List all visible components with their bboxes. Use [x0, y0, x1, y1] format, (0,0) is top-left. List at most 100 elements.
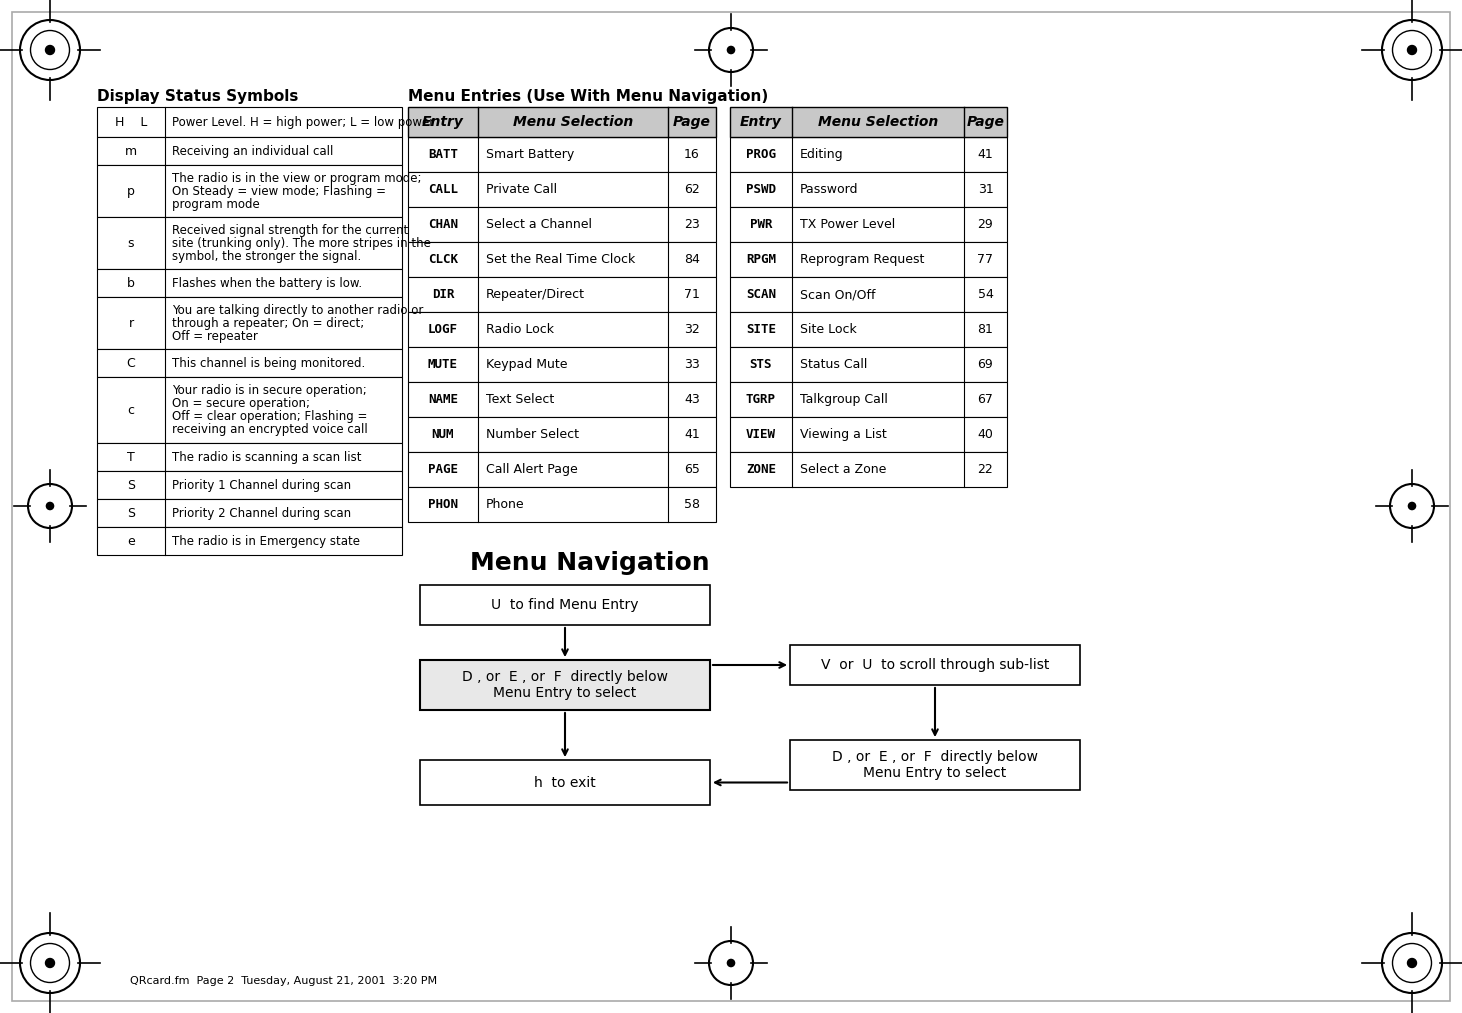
Text: PHON: PHON	[428, 498, 458, 511]
Bar	[730, 207, 1007, 242]
Text: through a repeater; On = direct;: through a repeater; On = direct;	[173, 316, 364, 329]
Circle shape	[45, 46, 54, 55]
Bar	[408, 312, 716, 347]
Text: The radio is in the view or program mode;: The radio is in the view or program mode…	[173, 171, 421, 184]
Bar	[730, 417, 1007, 452]
Bar	[408, 382, 716, 417]
Text: Entry: Entry	[740, 115, 782, 129]
Bar	[730, 452, 1007, 487]
Bar	[730, 137, 1007, 172]
Text: MUTE: MUTE	[428, 358, 458, 371]
Text: 41: 41	[684, 428, 700, 441]
Text: CLCK: CLCK	[428, 253, 458, 266]
Bar	[96, 377, 402, 443]
Text: program mode: program mode	[173, 198, 260, 211]
Text: Receiving an individual call: Receiving an individual call	[173, 145, 333, 157]
Text: TX Power Level: TX Power Level	[800, 218, 895, 231]
Text: Menu Entry to select: Menu Entry to select	[864, 766, 1007, 780]
Text: PAGE: PAGE	[428, 463, 458, 476]
Text: On = secure operation;: On = secure operation;	[173, 397, 310, 410]
Bar	[408, 137, 716, 172]
Bar	[96, 471, 402, 499]
Bar	[420, 760, 711, 805]
Circle shape	[728, 47, 734, 54]
Text: Page: Page	[673, 115, 711, 129]
Bar	[420, 660, 711, 710]
Text: e: e	[127, 535, 135, 547]
Text: 40: 40	[978, 428, 994, 441]
Bar	[96, 107, 402, 137]
Bar	[96, 165, 402, 217]
Text: 65: 65	[684, 463, 700, 476]
Text: r: r	[129, 316, 133, 329]
Bar	[96, 269, 402, 297]
Text: Text Select: Text Select	[485, 393, 554, 406]
Text: 29: 29	[978, 218, 993, 231]
Text: Smart Battery: Smart Battery	[485, 148, 575, 161]
Text: Menu Entry to select: Menu Entry to select	[493, 686, 636, 700]
Bar	[730, 172, 1007, 207]
Text: STS: STS	[750, 358, 772, 371]
Text: Password: Password	[800, 183, 858, 196]
Text: h  to exit: h to exit	[534, 776, 596, 789]
Text: Display Status Symbols: Display Status Symbols	[96, 89, 298, 104]
Text: 54: 54	[978, 288, 994, 301]
Text: ZONE: ZONE	[746, 463, 776, 476]
Text: S: S	[127, 478, 135, 491]
Text: 71: 71	[684, 288, 700, 301]
Text: site (trunking only). The more stripes in the: site (trunking only). The more stripes i…	[173, 236, 431, 249]
Bar	[408, 107, 716, 137]
Text: Private Call: Private Call	[485, 183, 557, 196]
Circle shape	[728, 959, 734, 966]
Text: Viewing a List: Viewing a List	[800, 428, 887, 441]
Circle shape	[47, 502, 54, 510]
Circle shape	[45, 958, 54, 967]
Text: PSWD: PSWD	[746, 183, 776, 196]
Text: Radio Lock: Radio Lock	[485, 323, 554, 336]
Text: 23: 23	[684, 218, 700, 231]
Bar	[96, 443, 402, 471]
Text: p: p	[127, 184, 135, 198]
Text: You are talking directly to another radio or: You are talking directly to another radi…	[173, 304, 424, 316]
Text: 81: 81	[978, 323, 994, 336]
Text: CALL: CALL	[428, 183, 458, 196]
Text: s: s	[127, 236, 135, 249]
Text: Flashes when the battery is low.: Flashes when the battery is low.	[173, 277, 363, 290]
Text: Talkgroup Call: Talkgroup Call	[800, 393, 887, 406]
Text: 31: 31	[978, 183, 993, 196]
Bar	[408, 172, 716, 207]
Bar	[96, 137, 402, 165]
Text: The radio is in Emergency state: The radio is in Emergency state	[173, 535, 360, 547]
Text: Received signal strength for the current: Received signal strength for the current	[173, 224, 408, 236]
Text: This channel is being monitored.: This channel is being monitored.	[173, 357, 366, 370]
Bar	[408, 452, 716, 487]
Text: H    L: H L	[115, 115, 148, 129]
Text: Reprogram Request: Reprogram Request	[800, 253, 924, 266]
Text: 22: 22	[978, 463, 993, 476]
Bar	[408, 347, 716, 382]
Text: D , or  E , or  F  directly below: D , or E , or F directly below	[462, 670, 668, 684]
Text: m: m	[124, 145, 137, 157]
Bar	[420, 585, 711, 625]
Text: PWR: PWR	[750, 218, 772, 231]
Text: The radio is scanning a scan list: The radio is scanning a scan list	[173, 451, 361, 464]
Circle shape	[1408, 502, 1415, 510]
Text: 62: 62	[684, 183, 700, 196]
Bar	[789, 645, 1080, 685]
Text: S: S	[127, 506, 135, 520]
Text: Call Alert Page: Call Alert Page	[485, 463, 577, 476]
Text: receiving an encrypted voice call: receiving an encrypted voice call	[173, 423, 368, 436]
Bar	[408, 207, 716, 242]
Text: symbol, the stronger the signal.: symbol, the stronger the signal.	[173, 249, 361, 262]
Text: 32: 32	[684, 323, 700, 336]
Bar	[730, 107, 1007, 137]
Text: 69: 69	[978, 358, 993, 371]
Text: 16: 16	[684, 148, 700, 161]
Text: PROG: PROG	[746, 148, 776, 161]
Bar	[408, 242, 716, 277]
Bar	[408, 417, 716, 452]
Bar	[96, 499, 402, 527]
Text: Site Lock: Site Lock	[800, 323, 857, 336]
Text: U  to find Menu Entry: U to find Menu Entry	[491, 598, 639, 612]
Text: NUM: NUM	[431, 428, 455, 441]
